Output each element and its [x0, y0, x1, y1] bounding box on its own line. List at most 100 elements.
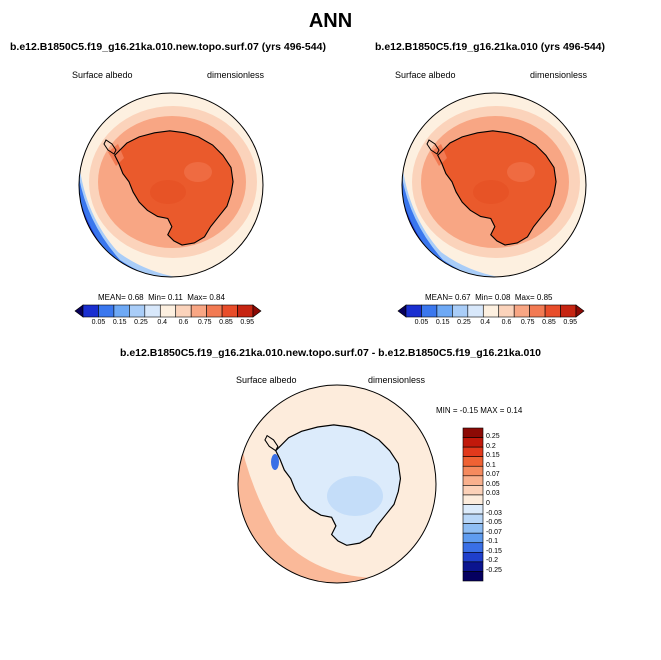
colorbar-swatch	[190, 304, 207, 318]
panel2-colorbar	[397, 304, 585, 318]
panel2-max-value: 0.85	[536, 293, 553, 302]
diff-colorbar-tick-label: 0.25	[486, 433, 500, 441]
colorbar-tick-label: 0.6	[178, 319, 189, 326]
diff-colorbar-ticks: 0.25 0.2 0.15 0.1 0.07 0.05 0.03 0 -0.03 -0.05 -0.…	[486, 428, 526, 581]
map-content	[238, 385, 436, 583]
strong-negative-patch	[271, 454, 279, 470]
ice-sheet	[437, 130, 557, 245]
diff-colorbar-swatch	[462, 485, 484, 496]
diff-colorbar-swatch	[462, 427, 484, 438]
colorbar-tick-label: 0.25	[457, 319, 471, 326]
diff-colorbar-tick-label: 0.07	[486, 471, 500, 479]
diff-colorbar-swatch	[462, 437, 484, 448]
diff-colorbar-swatch	[462, 561, 484, 572]
diff-colorbar-tick-label: 0.05	[486, 480, 500, 488]
panel1-title: b.e12.B1850C5.f19_g16.21ka.010.new.topo.…	[10, 41, 326, 53]
diff-colorbar	[462, 427, 484, 582]
coastline	[114, 130, 234, 246]
diff-colorbar-swatch	[462, 523, 484, 534]
ice-texture	[473, 180, 509, 204]
panel2-min-value: 0.08	[494, 293, 511, 302]
map-boundary	[237, 384, 437, 584]
panel2-max-label: Max=	[514, 293, 535, 302]
panel1-mean-value: 0.68	[128, 293, 144, 302]
colorbar-swatch	[159, 304, 177, 318]
panel2-variable-label: Surface albedo	[395, 70, 456, 80]
colorbar-swatch	[560, 304, 577, 318]
peninsula-coastline	[103, 139, 117, 155]
panel1-min-value: 0.11	[167, 293, 183, 302]
diff-colorbar-tick-label: -0.2	[486, 557, 499, 565]
map-content	[402, 93, 586, 277]
colorbar-tick-label: 0.25	[134, 319, 148, 326]
diff-colorbar-swatch	[462, 456, 484, 467]
panel2-stats: MEAN= 0.67 Min= 0.08 Max= 0.85	[425, 293, 553, 302]
panel2-min-label: Min=	[475, 293, 493, 302]
colorbar-swatch	[98, 304, 115, 318]
ice-texture	[507, 162, 535, 182]
diff-colorbar-tick-label: 0.2	[486, 442, 496, 450]
colorbar-tick-label: 0.85	[542, 319, 556, 326]
colorbar-max-triangle	[575, 304, 585, 318]
colorbar-tick-label: 0.4	[157, 319, 168, 326]
panel1-units-label: dimensionless	[207, 70, 265, 80]
diff-colorbar-swatch	[462, 571, 484, 582]
map-content	[79, 93, 263, 277]
colorbar-swatch	[206, 304, 223, 318]
diff-colorbar-tick-label: 0.1	[486, 461, 496, 469]
panel1-stats: MEAN= 0.68 Min= 0.11 Max= 0.84	[98, 293, 225, 302]
diff-colorbar-tick-label: -0.07	[486, 528, 502, 536]
panel1-max-value: 0.84	[209, 293, 225, 302]
diff-colorbar-tick-label: 0.03	[486, 490, 500, 498]
panel1-colorbar-ticks: 0.05 0.15 0.25 0.4 0.6 0.75 0.85 0.95	[75, 319, 261, 329]
diff-polar-map	[237, 384, 437, 584]
colorbar-swatch	[405, 304, 422, 318]
diff-colorbar-swatch	[462, 542, 484, 553]
panel1-mean-label: MEAN=	[98, 293, 126, 302]
colorbar-swatch	[436, 304, 453, 318]
diff-colorbar-tick-label: -0.03	[486, 509, 502, 517]
colorbar-min-triangle	[74, 304, 84, 318]
colorbar-tick-label: 0.4	[480, 319, 491, 326]
panel1-min-label: Min=	[148, 293, 166, 302]
coastline	[274, 424, 402, 546]
neutral-band	[247, 414, 377, 565]
colorbar-swatch	[421, 304, 438, 318]
diff-colorbar-tick-label: -0.1	[486, 538, 499, 546]
colorbar-swatch	[113, 304, 130, 318]
panel1-variable-label: Surface albedo	[72, 70, 133, 80]
page-title: ANN	[308, 10, 353, 32]
colorbar-tick-label: 0.6	[501, 319, 512, 326]
colorbar-swatch	[498, 304, 515, 318]
panel2-units-label: dimensionless	[530, 70, 588, 80]
ice-sheet	[114, 130, 234, 245]
panel2-polar-map	[401, 92, 587, 278]
diff-colorbar-swatch	[462, 504, 484, 515]
peninsula-coastline	[426, 139, 440, 155]
diff-colorbar-swatch	[462, 513, 484, 524]
panel2-colorbar-ticks: 0.05 0.15 0.25 0.4 0.6 0.75 0.85 0.95	[398, 319, 584, 329]
peninsula-coastline	[264, 434, 279, 452]
colorbar-swatch	[452, 304, 469, 318]
colorbar-tick-label: 0.75	[520, 319, 535, 326]
colorbar-tick-label: 0.95	[240, 319, 255, 326]
colorbar-swatch	[513, 304, 530, 318]
positive-diff-zone	[238, 424, 387, 583]
diff-colorbar-swatch	[462, 475, 484, 486]
colorbar-max-triangle	[252, 304, 262, 318]
ice-texture	[184, 162, 212, 182]
diff-colorbar-swatch	[462, 532, 484, 544]
colorbar-swatch	[129, 304, 146, 318]
panel2-mean-value: 0.67	[455, 293, 471, 302]
panel1-max-label: Max=	[187, 293, 208, 302]
colorbar-swatch	[82, 304, 99, 318]
colorbar-min-triangle	[397, 304, 407, 318]
panel1-colorbar	[74, 304, 262, 318]
panel2-mean-label: MEAN=	[425, 293, 453, 302]
low-albedo-zone	[79, 152, 218, 277]
colorbar-tick-label: 0.15	[112, 319, 127, 326]
colorbar-tick-label: 0.05	[414, 319, 429, 326]
diff-variable-label: Surface albedo	[236, 375, 297, 385]
colorbar-swatch	[221, 304, 238, 318]
colorbar-swatch	[467, 304, 484, 318]
